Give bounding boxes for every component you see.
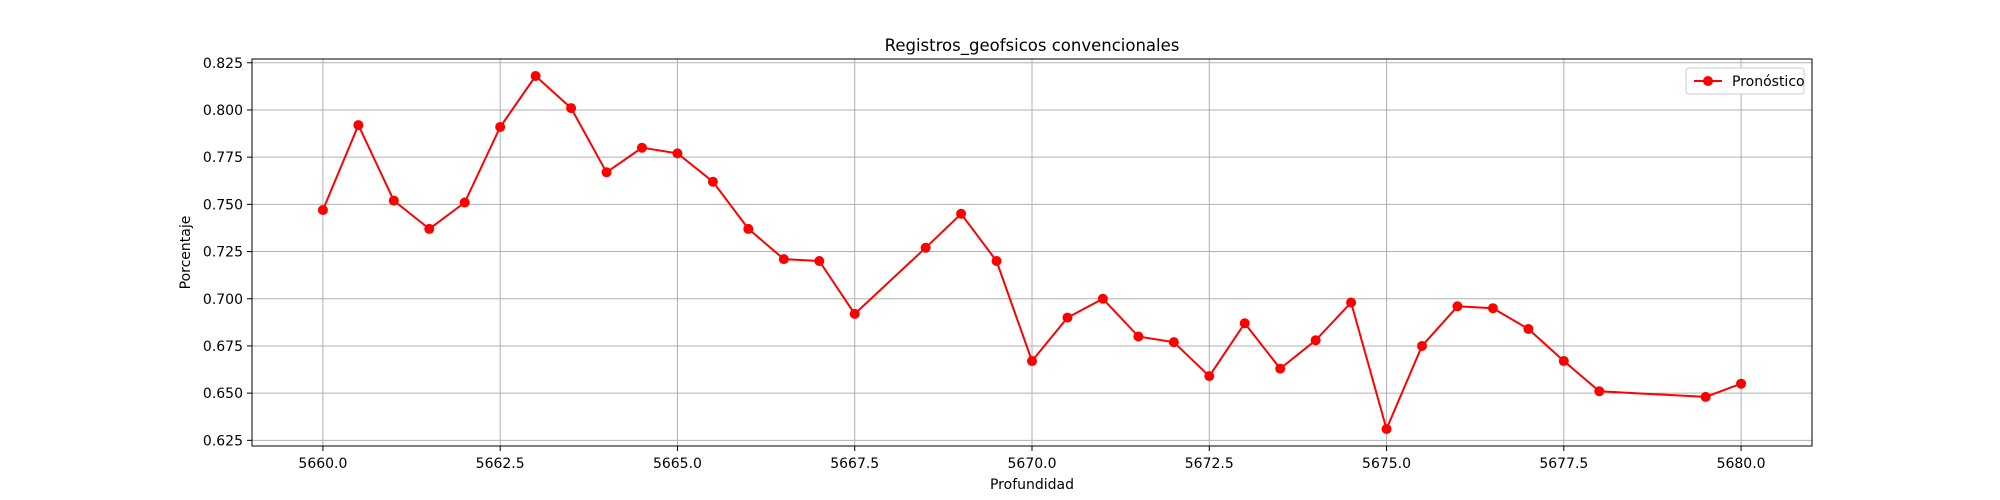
data-point — [388, 195, 399, 206]
data-point — [1452, 301, 1463, 312]
y-tick-label: 0.725 — [203, 245, 243, 261]
data-point — [956, 208, 967, 219]
y-tick-label: 0.650 — [203, 386, 243, 402]
y-axis: 0.625 0.650 0.675 0.700 0.725 0.750 0.775 0.800… — [203, 56, 252, 449]
y-tick-label: 0.775 — [203, 150, 243, 166]
data-point — [495, 121, 506, 132]
data-point — [672, 148, 683, 159]
data-point — [1027, 356, 1037, 367]
x-tick-label: 5667.5 — [830, 456, 879, 472]
data-point — [1736, 378, 1747, 389]
data-point — [1097, 293, 1108, 304]
series-line — [321, 75, 1742, 430]
data-point — [601, 167, 612, 178]
y-tick-label: 0.825 — [203, 56, 243, 72]
data-point — [1168, 337, 1179, 348]
data-point — [1487, 303, 1498, 314]
data-point — [317, 205, 328, 216]
x-axis-label: Profundidad — [990, 477, 1074, 493]
x-tick-label: 5670.0 — [1008, 456, 1057, 472]
data-point — [1204, 371, 1215, 382]
x-tick-label: 5677.5 — [1539, 456, 1588, 472]
data-point — [849, 308, 860, 319]
data-point — [1417, 340, 1427, 351]
data-point — [1239, 318, 1250, 329]
data-point — [814, 255, 825, 266]
grid-lines — [252, 59, 1812, 446]
x-tick-label: 5665.0 — [653, 456, 702, 472]
data-point — [707, 176, 718, 187]
data-point — [1062, 312, 1073, 323]
x-axis: 5660.0 5662.5 5665.0 5667.5 5670.0 5672.5 5675… — [298, 446, 1766, 472]
data-point — [778, 254, 789, 265]
data-point — [353, 120, 364, 131]
legend-box — [1685, 67, 1805, 95]
x-tick-label: 5660.0 — [298, 456, 347, 472]
y-tick-label: 0.675 — [203, 339, 243, 355]
data-point — [1523, 323, 1534, 334]
data-point — [1346, 297, 1357, 308]
y-tick-label: 0.700 — [203, 292, 243, 308]
data-point — [530, 70, 541, 81]
data-point — [1558, 356, 1569, 367]
y-tick-label: 0.800 — [203, 103, 243, 119]
data-point — [459, 197, 470, 208]
data-point — [1133, 331, 1144, 342]
y-tick-label: 0.750 — [203, 197, 243, 213]
data-point — [1310, 335, 1321, 346]
y-tick-label: 0.625 — [203, 433, 243, 449]
x-tick-label: 5672.5 — [1185, 456, 1234, 472]
x-tick-label: 5662.5 — [476, 456, 525, 472]
y-axis-label: Porcentaje — [178, 216, 194, 290]
data-point — [1275, 363, 1286, 374]
data-point — [743, 223, 754, 234]
series-layer — [317, 70, 1747, 435]
x-tick-label: 5675.0 — [1362, 456, 1411, 472]
legend-label: Pronóstico — [1732, 74, 1805, 90]
data-point — [920, 242, 931, 253]
data-point — [1594, 386, 1605, 397]
data-point — [991, 255, 1002, 266]
x-tick-label: 5680.0 — [1717, 456, 1766, 472]
data-point — [1700, 391, 1711, 402]
data-point — [566, 103, 577, 114]
data-point — [424, 223, 435, 234]
chart-title: Registros_geofsicos convencionales — [885, 36, 1180, 56]
data-point — [1381, 424, 1392, 435]
legend-marker — [1703, 76, 1713, 86]
data-point — [637, 142, 647, 153]
legend: Pronóstico — [1685, 67, 1805, 95]
